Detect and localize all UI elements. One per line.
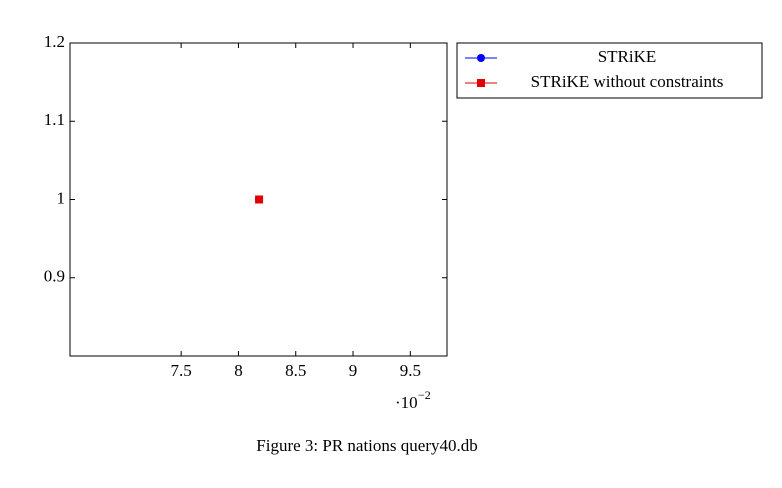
- legend-box: [456, 42, 763, 99]
- y-tick-label: 1.2: [44, 32, 65, 51]
- x-tick-label: 8: [234, 361, 243, 380]
- caption: Figure 3: PR nations query40.db: [256, 436, 477, 455]
- x-scale-exponent: −2: [418, 388, 431, 402]
- x-scale-base: ·10: [395, 393, 418, 412]
- legend-marker: [477, 79, 485, 87]
- x-tick-label: 8.5: [285, 361, 306, 380]
- x-tick-label: 9: [349, 361, 358, 380]
- legend-marker: [477, 54, 485, 62]
- y-tick-label: 0.9: [44, 267, 65, 286]
- y-tick-label: 1: [57, 188, 66, 207]
- y-tick-label: 1.1: [44, 110, 65, 129]
- x-tick-label: 9.5: [400, 361, 421, 380]
- marker: [255, 195, 264, 204]
- x-tick-label: 7.5: [171, 361, 192, 380]
- legend-label: STRiKE: [598, 47, 657, 66]
- legend-label: STRiKE without constraints: [531, 72, 724, 91]
